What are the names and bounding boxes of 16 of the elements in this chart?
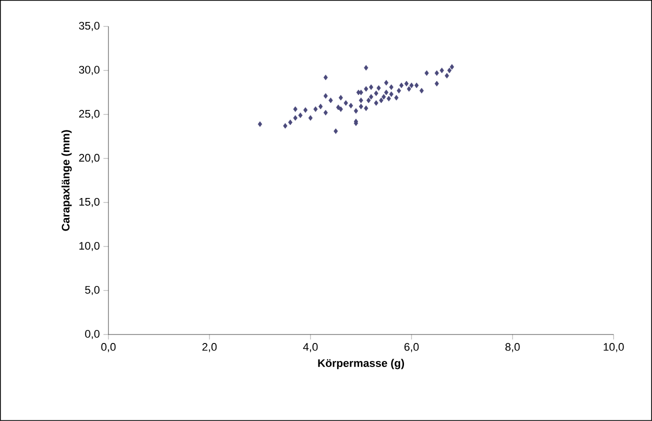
y-tick-label: 0,0	[85, 330, 100, 340]
y-tick-label: 35,0	[79, 22, 100, 31]
y-tick-label: 15,0	[79, 198, 100, 208]
y-tick-label: 20,0	[79, 154, 100, 164]
x-axis-title: Körpermasse (g)	[318, 358, 404, 370]
y-tick-label: 10,0	[79, 242, 100, 252]
x-tick-label: 8,0	[505, 343, 520, 352]
y-tick-label: 25,0	[79, 110, 100, 119]
x-tick-label: 2,0	[202, 343, 217, 352]
x-tick-label: 6,0	[404, 343, 419, 352]
y-axis-title: Carapaxlänge (mm)	[61, 130, 72, 231]
x-tick-label: 10,0	[604, 343, 624, 352]
x-tick-label: 0,0	[101, 343, 116, 352]
y-tick-label: 30,0	[79, 66, 100, 75]
x-tick-label: 4,0	[303, 343, 318, 352]
y-tick-label: 5,0	[85, 286, 100, 296]
